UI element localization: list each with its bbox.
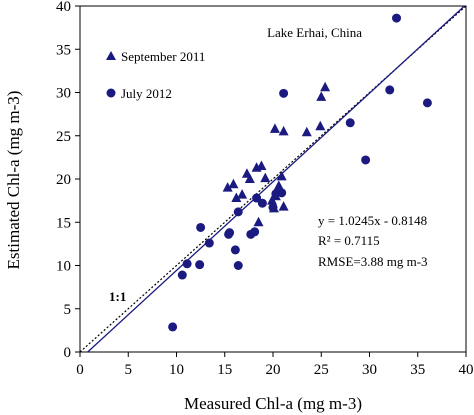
circle-point bbox=[233, 207, 243, 217]
circle-point bbox=[230, 245, 240, 255]
x-tick-label: 35 bbox=[410, 362, 425, 378]
triangle-point bbox=[269, 123, 280, 133]
triangle-point bbox=[273, 180, 284, 190]
x-tick-label: 25 bbox=[314, 362, 329, 378]
legend-label-july-2012: July 2012 bbox=[121, 86, 172, 101]
circle-point bbox=[233, 261, 243, 270]
circle-point bbox=[422, 98, 432, 108]
x-tick-label: 15 bbox=[217, 362, 232, 378]
x-axis-title: Measured Chl-a (mg m-3) bbox=[184, 394, 362, 413]
y-axis-title: Estimated Chl-a (mg m-3) bbox=[4, 91, 23, 270]
circle-point bbox=[252, 193, 262, 203]
y-tick-label: 5 bbox=[64, 302, 72, 318]
triangle-point bbox=[276, 170, 287, 181]
regression-line bbox=[87, 5, 465, 353]
circle-point bbox=[182, 259, 192, 269]
legend-label-september-2011: September 2011 bbox=[121, 49, 205, 64]
circle-point bbox=[361, 155, 371, 165]
triangle-point bbox=[253, 216, 264, 227]
y-tick-label: 30 bbox=[56, 86, 71, 102]
triangle-point bbox=[256, 160, 267, 171]
circle-point bbox=[279, 88, 289, 98]
y-tick-label: 20 bbox=[56, 172, 71, 188]
data-markers bbox=[168, 13, 432, 332]
circle-point bbox=[168, 322, 178, 332]
circle-point bbox=[277, 188, 287, 198]
triangle-point bbox=[315, 120, 326, 131]
triangle-point bbox=[228, 178, 239, 189]
circle-point bbox=[268, 203, 278, 213]
x-tick-label: 30 bbox=[362, 362, 377, 378]
circle-point bbox=[177, 270, 187, 280]
circle-point bbox=[345, 118, 355, 128]
y-tick-label: 0 bbox=[64, 345, 72, 361]
y-tick-label: 40 bbox=[56, 0, 71, 15]
r-squared-value: R² = 0.7115 bbox=[318, 233, 380, 248]
x-tick-label: 5 bbox=[125, 362, 133, 378]
circle-point bbox=[385, 85, 395, 95]
triangle-point bbox=[260, 172, 271, 183]
circle-point bbox=[224, 229, 234, 239]
triangle-point bbox=[320, 81, 331, 92]
triangle-point bbox=[278, 201, 289, 211]
legend-circle-marker bbox=[106, 88, 116, 98]
circle-point bbox=[196, 222, 206, 232]
circle-point bbox=[250, 227, 260, 237]
x-tick-label: 0 bbox=[76, 362, 84, 378]
reference-lines bbox=[79, 5, 467, 353]
chart-title: Lake Erhai, China bbox=[267, 25, 362, 40]
legend-triangle-marker bbox=[106, 51, 116, 60]
regression-equation: y = 1.0245x - 0.8148 bbox=[318, 213, 427, 228]
circle-point bbox=[204, 238, 214, 248]
rmse-value: RMSE=3.88 mg m-3 bbox=[318, 254, 428, 269]
triangle-point bbox=[231, 192, 242, 203]
triangle-point bbox=[244, 173, 255, 183]
y-tick-label: 35 bbox=[56, 42, 71, 58]
circle-point bbox=[392, 13, 402, 23]
triangle-point bbox=[278, 125, 289, 136]
x-tick-label: 40 bbox=[459, 362, 474, 378]
x-tick-label: 20 bbox=[266, 362, 281, 378]
circle-point bbox=[195, 260, 205, 270]
circle-point bbox=[257, 198, 267, 208]
y-tick-label: 10 bbox=[56, 259, 71, 275]
y-tick-label: 25 bbox=[56, 129, 71, 145]
x-tick-label: 10 bbox=[169, 362, 184, 378]
triangle-point bbox=[237, 189, 248, 199]
axis-ticks: 0 5 10 15 20 25 30 35 40 0 5 10 15 20 25 30 35 40 bbox=[56, 0, 474, 378]
one-to-one-label: 1:1 bbox=[109, 289, 126, 304]
y-tick-label: 15 bbox=[56, 215, 71, 231]
triangle-point bbox=[316, 91, 327, 101]
triangle-point bbox=[301, 126, 312, 137]
triangle-point bbox=[222, 182, 233, 192]
